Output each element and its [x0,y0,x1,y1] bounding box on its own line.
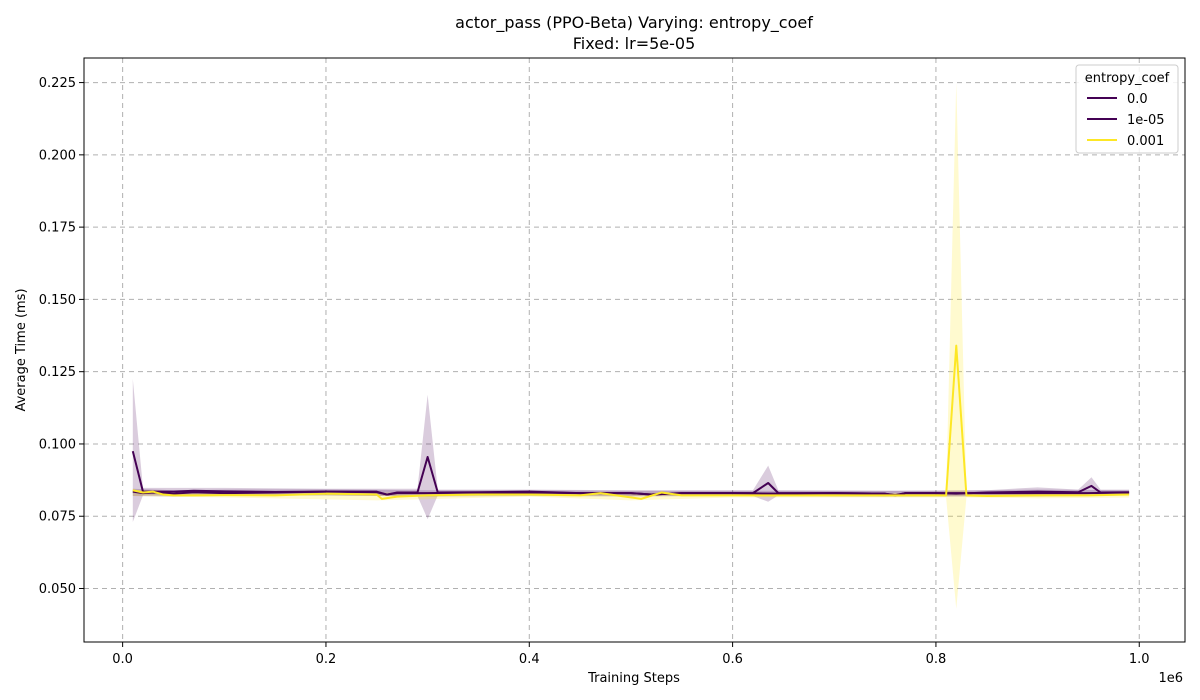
y-tick-label: 0.175 [39,221,76,236]
y-tick-label: 0.125 [39,365,76,380]
x-tick-label: 0.8 [926,652,947,667]
y-tick-label: 0.150 [39,293,76,308]
chart-subtitle: Fixed: lr=5e-05 [573,34,696,53]
x-tick-label: 0.2 [316,652,337,667]
series-lines [131,344,1130,500]
series-line-2 [131,450,1130,497]
plot-frame [83,57,1186,643]
grid [84,58,1185,642]
legend-box [1075,64,1179,154]
x-tick-label: 0.0 [112,652,133,667]
y-tick-label: 0.075 [39,510,76,525]
legend-label: 0.001 [1127,134,1164,149]
chart-title: actor_pass (PPO-Beta) Varying: entropy_c… [455,13,813,33]
legend-label: 0.0 [1127,92,1148,107]
series-line-3 [132,344,1130,500]
legend-items: 0.0 1e-05 0.001 [1087,92,1165,149]
y-tick-label: 0.100 [39,437,76,452]
x-tick-label: 1.0 [1129,652,1150,667]
y-tick-label: 0.200 [39,148,76,163]
y-axis-ticks: 0.050 0.075 0.100 0.125 0.150 0.175 0.200 0.225 [39,76,84,597]
x-axis-offset-text: 1e6 [1158,671,1183,686]
x-tick-label: 0.6 [722,652,743,667]
y-tick-label: 0.225 [39,76,76,91]
legend-title: entropy_coef [1085,71,1170,86]
legend: entropy_coef 0.0 1e-05 0.001 [1075,64,1179,154]
x-axis-label: Training Steps [587,671,680,686]
x-axis-ticks: 0.0 0.2 0.4 0.6 0.8 1.0 [112,642,1150,667]
y-axis-label: Average Time (ms) [14,288,29,411]
y-tick-label: 0.050 [39,582,76,597]
x-tick-label: 0.4 [519,652,540,667]
legend-label: 1e-05 [1127,113,1165,128]
